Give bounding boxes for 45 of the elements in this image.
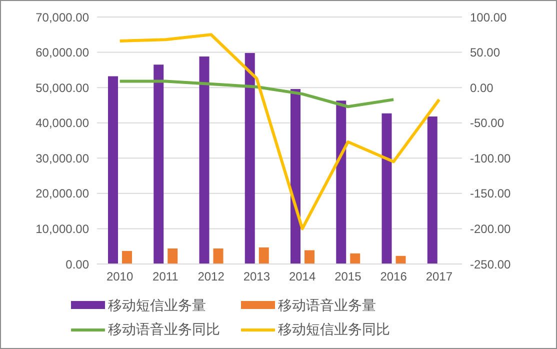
y2-tick-label: -150.00 [470, 186, 512, 201]
x-tick-label: 2016 [380, 270, 408, 284]
y2-tick-label: -250.00 [470, 257, 512, 272]
y-tick-label: 40,000.00 [36, 116, 90, 130]
y2-tick-label: -50.00 [470, 116, 504, 130]
legend-label: 移动语音业务量 [278, 297, 376, 316]
y2-tick-label: -200.00 [470, 222, 512, 236]
y-tick-label: 0.00 [66, 257, 90, 272]
y2-tick-label: 100.00 [470, 10, 508, 24]
line-series [118, 33, 441, 230]
bar [168, 248, 178, 264]
y-tick-label: 20,000.00 [36, 186, 90, 201]
bar [108, 76, 118, 264]
bar [427, 116, 438, 264]
legend-label: 移动语音业务同比 [108, 321, 220, 340]
bar [304, 250, 314, 264]
bar [154, 64, 164, 264]
bar [336, 100, 346, 264]
x-tick-label: 2015 [334, 270, 362, 284]
y-tick-label: 60,000.00 [36, 46, 90, 60]
bar [290, 88, 300, 264]
bar [122, 250, 132, 264]
x-tick-label: 2012 [198, 270, 225, 284]
x-tick-label: 2017 [426, 270, 453, 284]
bar [244, 52, 255, 264]
y-tick-label: 30,000.00 [36, 151, 90, 166]
x-tick-label: 2011 [152, 270, 179, 284]
x-tick-label: 2014 [288, 270, 316, 284]
bar [382, 113, 392, 264]
legend-label: 移动短信业务同比 [278, 321, 390, 340]
y-tick-label: 70,000.00 [36, 10, 90, 24]
bar [396, 256, 406, 264]
x-tick-label: 2010 [106, 270, 134, 284]
y2-tick-label: -100.00 [470, 151, 512, 166]
line-series [118, 80, 396, 108]
y2-tick-label: 0.00 [470, 80, 494, 95]
y-tick-label: 50,000.00 [36, 80, 90, 95]
bar [213, 248, 224, 264]
bar [199, 56, 210, 264]
bar [258, 247, 269, 264]
y-tick-label: 10,000.00 [36, 222, 90, 236]
legend-label: 移动短信业务量 [108, 297, 206, 316]
y2-tick-label: 50.00 [470, 46, 500, 60]
x-tick-label: 2013 [243, 270, 270, 284]
bar [350, 253, 360, 264]
